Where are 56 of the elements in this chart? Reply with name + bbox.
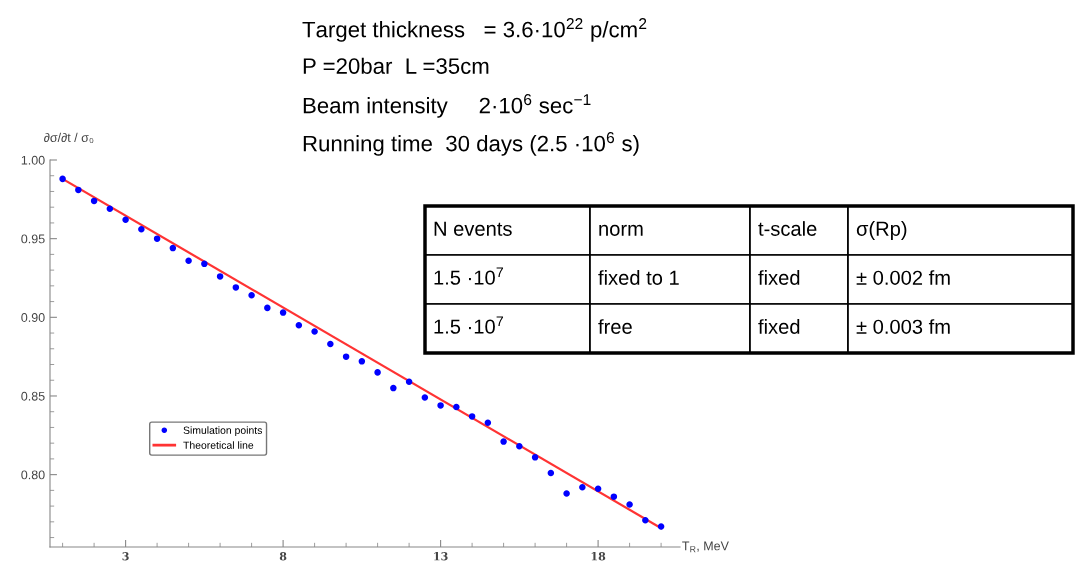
point (201, 260, 208, 268)
y-axis-title: ∂σ/∂t / σ₀ (44, 132, 94, 144)
point (563, 490, 570, 497)
point (484, 419, 492, 426)
point (657, 523, 665, 530)
point (531, 454, 539, 461)
text: Beam intensity 2·10$^{6}$ sec$^{−1}$ (303, 94, 591, 118)
point (90, 197, 98, 205)
point (547, 469, 555, 477)
x-axis-title: T$_{R}$, MeV (682, 541, 729, 553)
point (390, 384, 397, 392)
x-tick-label: 8 (279, 552, 287, 561)
point (437, 402, 444, 409)
point (453, 403, 460, 411)
point (594, 485, 602, 493)
text: Target thickness = 3.6·10$^{22}$ p/cm$^{2}$ (302, 18, 647, 42)
point (232, 284, 240, 291)
y-tick-label: 0.90 (21, 313, 45, 322)
point (374, 369, 381, 376)
point (169, 244, 177, 252)
y-tick-label: 0.80 (21, 470, 45, 480)
point (421, 394, 429, 401)
point (358, 358, 366, 365)
point (106, 205, 114, 213)
point (75, 186, 82, 194)
point (295, 321, 303, 329)
point (59, 175, 66, 183)
point (264, 304, 271, 312)
text: Running time 30 days (2.5 ·10$^{6}$ s) (303, 132, 639, 156)
y-tick-label: 1.00 (21, 155, 45, 165)
point (138, 225, 145, 233)
point (216, 273, 224, 280)
point (516, 443, 523, 450)
point (642, 517, 649, 524)
point (342, 353, 350, 360)
x-tick-label: 3 (122, 552, 129, 561)
y-tick-label: 0.95 (21, 234, 45, 244)
point (327, 340, 334, 348)
point (579, 483, 586, 491)
point (122, 216, 129, 224)
text: P =20bar L =35cm (303, 57, 489, 74)
point (153, 235, 161, 242)
point (500, 438, 507, 445)
point (185, 257, 192, 264)
point (468, 413, 476, 420)
legend-label: Simulation points (183, 426, 262, 437)
point (405, 378, 413, 386)
point (279, 309, 287, 316)
point (311, 328, 318, 335)
point (626, 501, 633, 508)
point (610, 493, 618, 500)
x-tick-label: 13 (434, 552, 448, 561)
point (248, 292, 255, 299)
legend-label: Theoretical line (183, 441, 254, 449)
x-tick-label: 18 (591, 552, 606, 561)
y-tick-label: 0.85 (21, 391, 45, 401)
